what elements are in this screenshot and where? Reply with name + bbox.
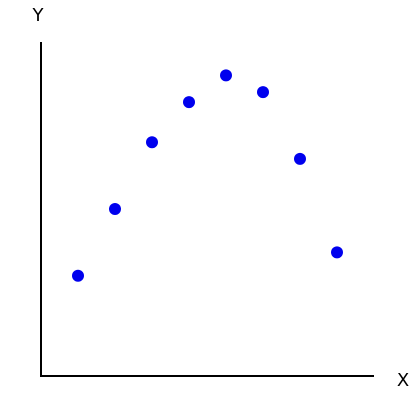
data-point xyxy=(220,69,232,82)
data-point xyxy=(183,96,195,109)
data-point xyxy=(331,246,343,259)
data-point xyxy=(72,269,84,282)
x-axis-label: X xyxy=(397,370,409,391)
data-points xyxy=(72,69,343,282)
data-point xyxy=(257,86,269,99)
y-axis-label: Y xyxy=(32,5,45,26)
data-point xyxy=(109,203,121,215)
data-point xyxy=(294,152,306,165)
data-point xyxy=(146,136,158,149)
axes xyxy=(40,42,374,377)
